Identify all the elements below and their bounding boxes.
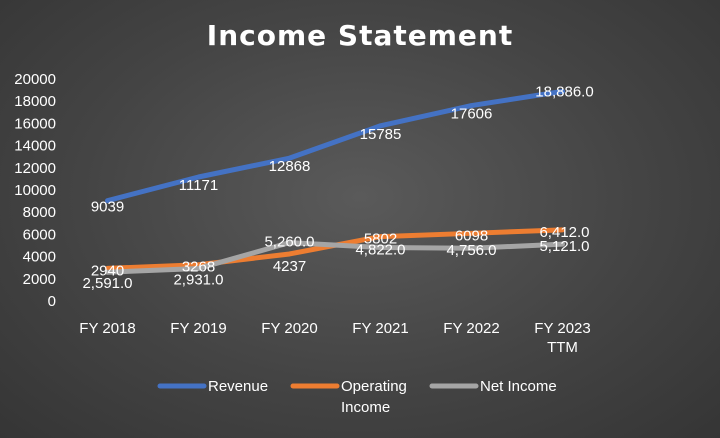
y-tick-label: 2000 bbox=[23, 271, 56, 288]
data-label: 5802 bbox=[364, 231, 397, 248]
data-label: 2,591.0 bbox=[82, 275, 132, 292]
y-tick-label: 8000 bbox=[23, 204, 56, 221]
data-labels: 9039 11171 12868 15785 17606 18,886.0 2940 3268… bbox=[82, 83, 593, 292]
x-axis: FY 2018 FY 2019 FY 2020 FY 2021 FY 2022 FY 20… bbox=[79, 320, 590, 356]
x-tick-label: FY 2020 bbox=[261, 320, 317, 337]
data-label: 12868 bbox=[269, 158, 311, 175]
data-label: 5,260.0 bbox=[264, 234, 314, 251]
data-label: 2940 bbox=[91, 262, 124, 279]
legend-label: Revenue bbox=[208, 378, 268, 395]
series-lines bbox=[105, 88, 565, 275]
series-line-net-income bbox=[105, 240, 565, 275]
y-tick-label: 14000 bbox=[14, 138, 56, 155]
data-label: 6098 bbox=[455, 227, 488, 244]
y-tick-label: 10000 bbox=[14, 182, 56, 199]
x-tick-label: FY 2021 bbox=[352, 320, 408, 337]
x-tick-label: FY 2022 bbox=[443, 320, 499, 337]
data-label: 17606 bbox=[451, 106, 493, 123]
data-label: 6,412.0 bbox=[539, 224, 589, 241]
y-tick-label: 0 bbox=[48, 293, 56, 310]
legend: Revenue Operating Income Net Income bbox=[157, 378, 557, 416]
x-tick-label: FY 2018 bbox=[79, 320, 135, 337]
y-tick-label: 18000 bbox=[14, 93, 56, 110]
data-label: 3268 bbox=[182, 259, 215, 276]
legend-item-revenue: Revenue bbox=[157, 378, 268, 395]
data-label: 11171 bbox=[179, 177, 219, 194]
data-label: 4,822.0 bbox=[355, 241, 405, 258]
y-tick-label: 20000 bbox=[14, 71, 56, 88]
chart-title: Income Statement bbox=[207, 19, 513, 52]
data-label: 18,886.0 bbox=[535, 83, 593, 100]
y-tick-label: 4000 bbox=[23, 249, 56, 266]
legend-label: Net Income bbox=[480, 378, 557, 395]
data-label: 5,121.0 bbox=[539, 238, 589, 255]
series-line-revenue bbox=[105, 88, 565, 204]
legend-item-net-income: Net Income bbox=[429, 378, 557, 395]
y-axis: 0 2000 4000 6000 8000 10000 12000 14000 16000 180… bbox=[14, 71, 56, 310]
x-tick-label: FY 2023 TTM bbox=[534, 320, 590, 356]
y-tick-label: 16000 bbox=[14, 115, 56, 132]
legend-label: Operating Income bbox=[341, 378, 407, 416]
data-label: 4,756.0 bbox=[446, 242, 496, 259]
y-tick-label: 6000 bbox=[23, 226, 56, 243]
data-label: 4237 bbox=[273, 258, 306, 275]
data-label: 15785 bbox=[360, 126, 402, 143]
y-tick-label: 12000 bbox=[14, 160, 56, 177]
data-label: 9039 bbox=[91, 199, 124, 216]
legend-item-operating-income: Operating Income bbox=[290, 378, 407, 416]
x-tick-label: FY 2019 bbox=[170, 320, 226, 337]
data-label: 2,931.0 bbox=[173, 271, 223, 288]
